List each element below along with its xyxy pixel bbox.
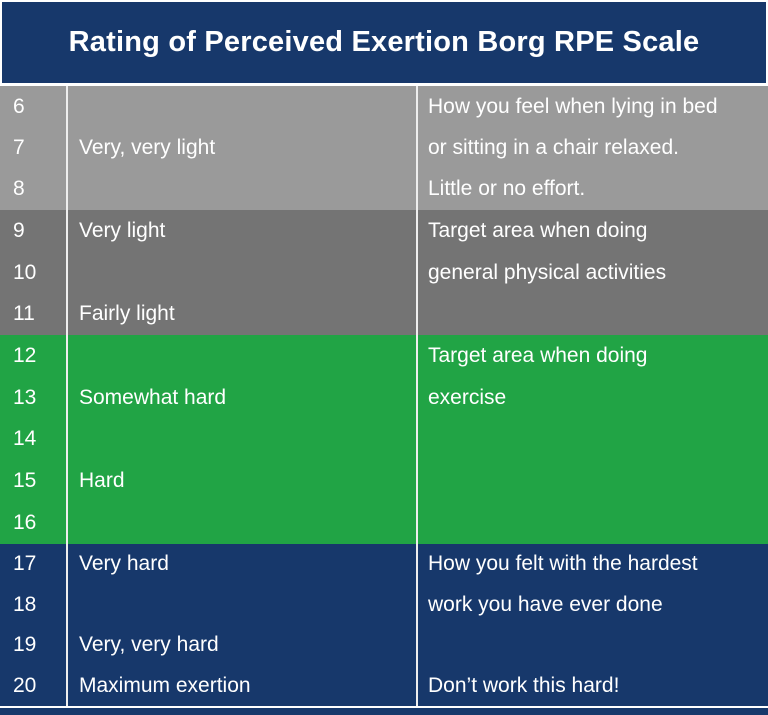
- rpe-value: 13: [13, 385, 37, 409]
- exertion-label: [66, 584, 416, 625]
- table-row: 10 general physical activities: [0, 251, 768, 294]
- guidance-note: [416, 502, 768, 544]
- rpe-value: 8: [13, 177, 25, 201]
- rpe-value: 14: [13, 427, 37, 451]
- rpe-value: 20: [13, 673, 37, 697]
- exertion-label: [66, 168, 416, 210]
- table-row: 20 Maximum exertion Don’t work this hard…: [0, 665, 768, 706]
- table-row: 13 Somewhat hard exercise: [0, 376, 768, 419]
- rpe-value: 10: [13, 260, 37, 284]
- table-row: 11 Fairly light: [0, 293, 768, 336]
- guidance-note: [416, 625, 768, 666]
- band-very-very-light: 6 How you feel when lying in bed 7 Very,…: [0, 86, 768, 210]
- table-row: 9 Very light Target area when doing: [0, 210, 768, 252]
- guidance-note: or sitting in a chair relaxed.: [416, 127, 768, 169]
- rpe-value: 7: [13, 135, 25, 159]
- table-row: 16: [0, 502, 768, 544]
- table-row: 15 Hard: [0, 460, 768, 503]
- exertion-label: Very hard: [66, 544, 416, 585]
- exertion-label: Somewhat hard: [66, 376, 416, 419]
- exertion-label: [66, 418, 416, 461]
- bottom-edge: [0, 706, 768, 715]
- exertion-label: Very, very light: [66, 127, 416, 169]
- guidance-note: Target area when doing: [416, 335, 768, 377]
- guidance-note: How you felt with the hardest: [416, 544, 768, 585]
- guidance-note: Don’t work this hard!: [416, 665, 768, 706]
- guidance-note: work you have ever done: [416, 584, 768, 625]
- guidance-note: [416, 418, 768, 461]
- page-title: Rating of Perceived Exertion Borg RPE Sc…: [68, 26, 700, 58]
- exertion-label: [66, 502, 416, 544]
- table-row: 19 Very, very hard: [0, 625, 768, 666]
- table-row: 18 work you have ever done: [0, 584, 768, 625]
- rpe-value: 17: [13, 552, 37, 576]
- guidance-note: Little or no effort.: [416, 168, 768, 210]
- guidance-note: How you feel when lying in bed: [416, 86, 768, 128]
- rpe-value: 12: [13, 343, 37, 367]
- band-maximum: 17 Very hard How you felt with the harde…: [0, 544, 768, 706]
- band-exercise-zone: 12 Target area when doing 13 Somewhat ha…: [0, 335, 768, 544]
- guidance-note: exercise: [416, 376, 768, 419]
- rpe-value: 11: [13, 302, 35, 326]
- title-banner: Rating of Perceived Exertion Borg RPE Sc…: [2, 2, 766, 83]
- table-row: 8 Little or no effort.: [0, 168, 768, 210]
- rpe-value: 16: [13, 511, 37, 535]
- rpe-value: 15: [13, 469, 37, 493]
- guidance-note: general physical activities: [416, 251, 768, 294]
- exertion-label: Hard: [66, 460, 416, 503]
- guidance-note: Target area when doing: [416, 210, 768, 252]
- exertion-label: Maximum exertion: [66, 665, 416, 706]
- rpe-value: 6: [13, 94, 25, 118]
- table-row: 6 How you feel when lying in bed: [0, 86, 768, 128]
- rpe-value: 9: [13, 218, 25, 242]
- rpe-value: 19: [13, 633, 37, 657]
- exertion-label: Very light: [66, 210, 416, 252]
- guidance-note: [416, 460, 768, 503]
- guidance-note: [416, 293, 768, 336]
- exertion-label: [66, 86, 416, 128]
- rpe-value: 18: [13, 592, 37, 616]
- exertion-label: Very, very hard: [66, 625, 416, 666]
- exertion-label: Fairly light: [66, 293, 416, 336]
- table-row: 7 Very, very light or sitting in a chair…: [0, 127, 768, 169]
- table-row: 12 Target area when doing: [0, 335, 768, 377]
- exertion-label: [66, 251, 416, 294]
- table-row: 17 Very hard How you felt with the harde…: [0, 544, 768, 585]
- table-row: 14: [0, 418, 768, 461]
- band-light: 9 Very light Target area when doing 10 g…: [0, 210, 768, 336]
- exertion-label: [66, 335, 416, 377]
